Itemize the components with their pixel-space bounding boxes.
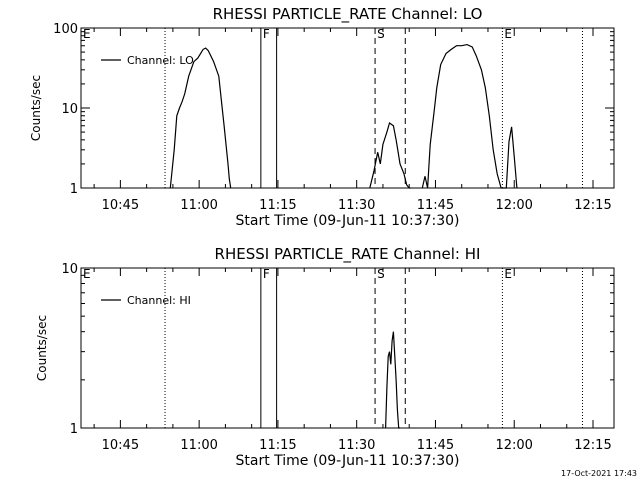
marker-label: F: [263, 27, 270, 41]
x-tick-label: 12:00: [495, 438, 532, 453]
x-tick-label: 11:30: [338, 438, 375, 453]
x-tick-label: 11:15: [259, 438, 296, 453]
y-axis-label: Counts/sec: [35, 315, 49, 381]
x-tick-label: 10:45: [102, 438, 139, 453]
y-tick-label: 10: [61, 102, 78, 117]
x-tick-label: 11:00: [180, 438, 217, 453]
x-tick-label: 12:15: [574, 438, 611, 453]
legend-label: Channel: HI: [127, 294, 191, 307]
series-line: [169, 43, 518, 189]
chart-panel-1: RHESSI PARTICLE_RATE Channel: HI 10:45 11:…: [35, 245, 615, 469]
y-tick-label: 1: [70, 422, 78, 437]
plot-frame: [80, 267, 615, 429]
marker-label: F: [263, 267, 270, 281]
marker-label: S: [377, 267, 385, 281]
x-tick-label: 10:45: [102, 198, 139, 213]
y-tick-label: 1: [70, 182, 78, 197]
y-tick-label: 100: [53, 22, 78, 37]
x-axis-label: Start Time (09-Jun-11 10:37:30): [236, 453, 460, 469]
chart-title: RHESSI PARTICLE_RATE Channel: LO: [213, 5, 483, 24]
x-tick-label: 11:45: [417, 198, 454, 213]
series-line: [385, 331, 400, 429]
timestamp-stamp: 17-Oct-2021 17:43: [561, 469, 637, 478]
y-tick-label: 10: [61, 262, 78, 277]
marker-label: S: [377, 27, 385, 41]
x-axis-label: Start Time (09-Jun-11 10:37:30): [236, 213, 460, 229]
legend-label: Channel: LO: [127, 54, 194, 67]
marker-label: E: [504, 267, 512, 281]
chart-title: RHESSI PARTICLE_RATE Channel: HI: [215, 245, 481, 264]
plot-frame: [80, 27, 615, 189]
x-tick-label: 11:45: [417, 438, 454, 453]
y-axis-label: Counts/sec: [29, 75, 43, 141]
x-tick-label: 12:15: [574, 198, 611, 213]
x-tick-label: 11:30: [338, 198, 375, 213]
marker-label: E: [83, 27, 91, 41]
x-tick-label: 11:15: [259, 198, 296, 213]
x-tick-label: 11:00: [180, 198, 217, 213]
chart-panel-0: RHESSI PARTICLE_RATE Channel: LO 10:45 11:…: [29, 5, 615, 229]
marker-label: E: [504, 27, 512, 41]
marker-label: E: [83, 267, 91, 281]
x-tick-label: 12:00: [495, 198, 532, 213]
